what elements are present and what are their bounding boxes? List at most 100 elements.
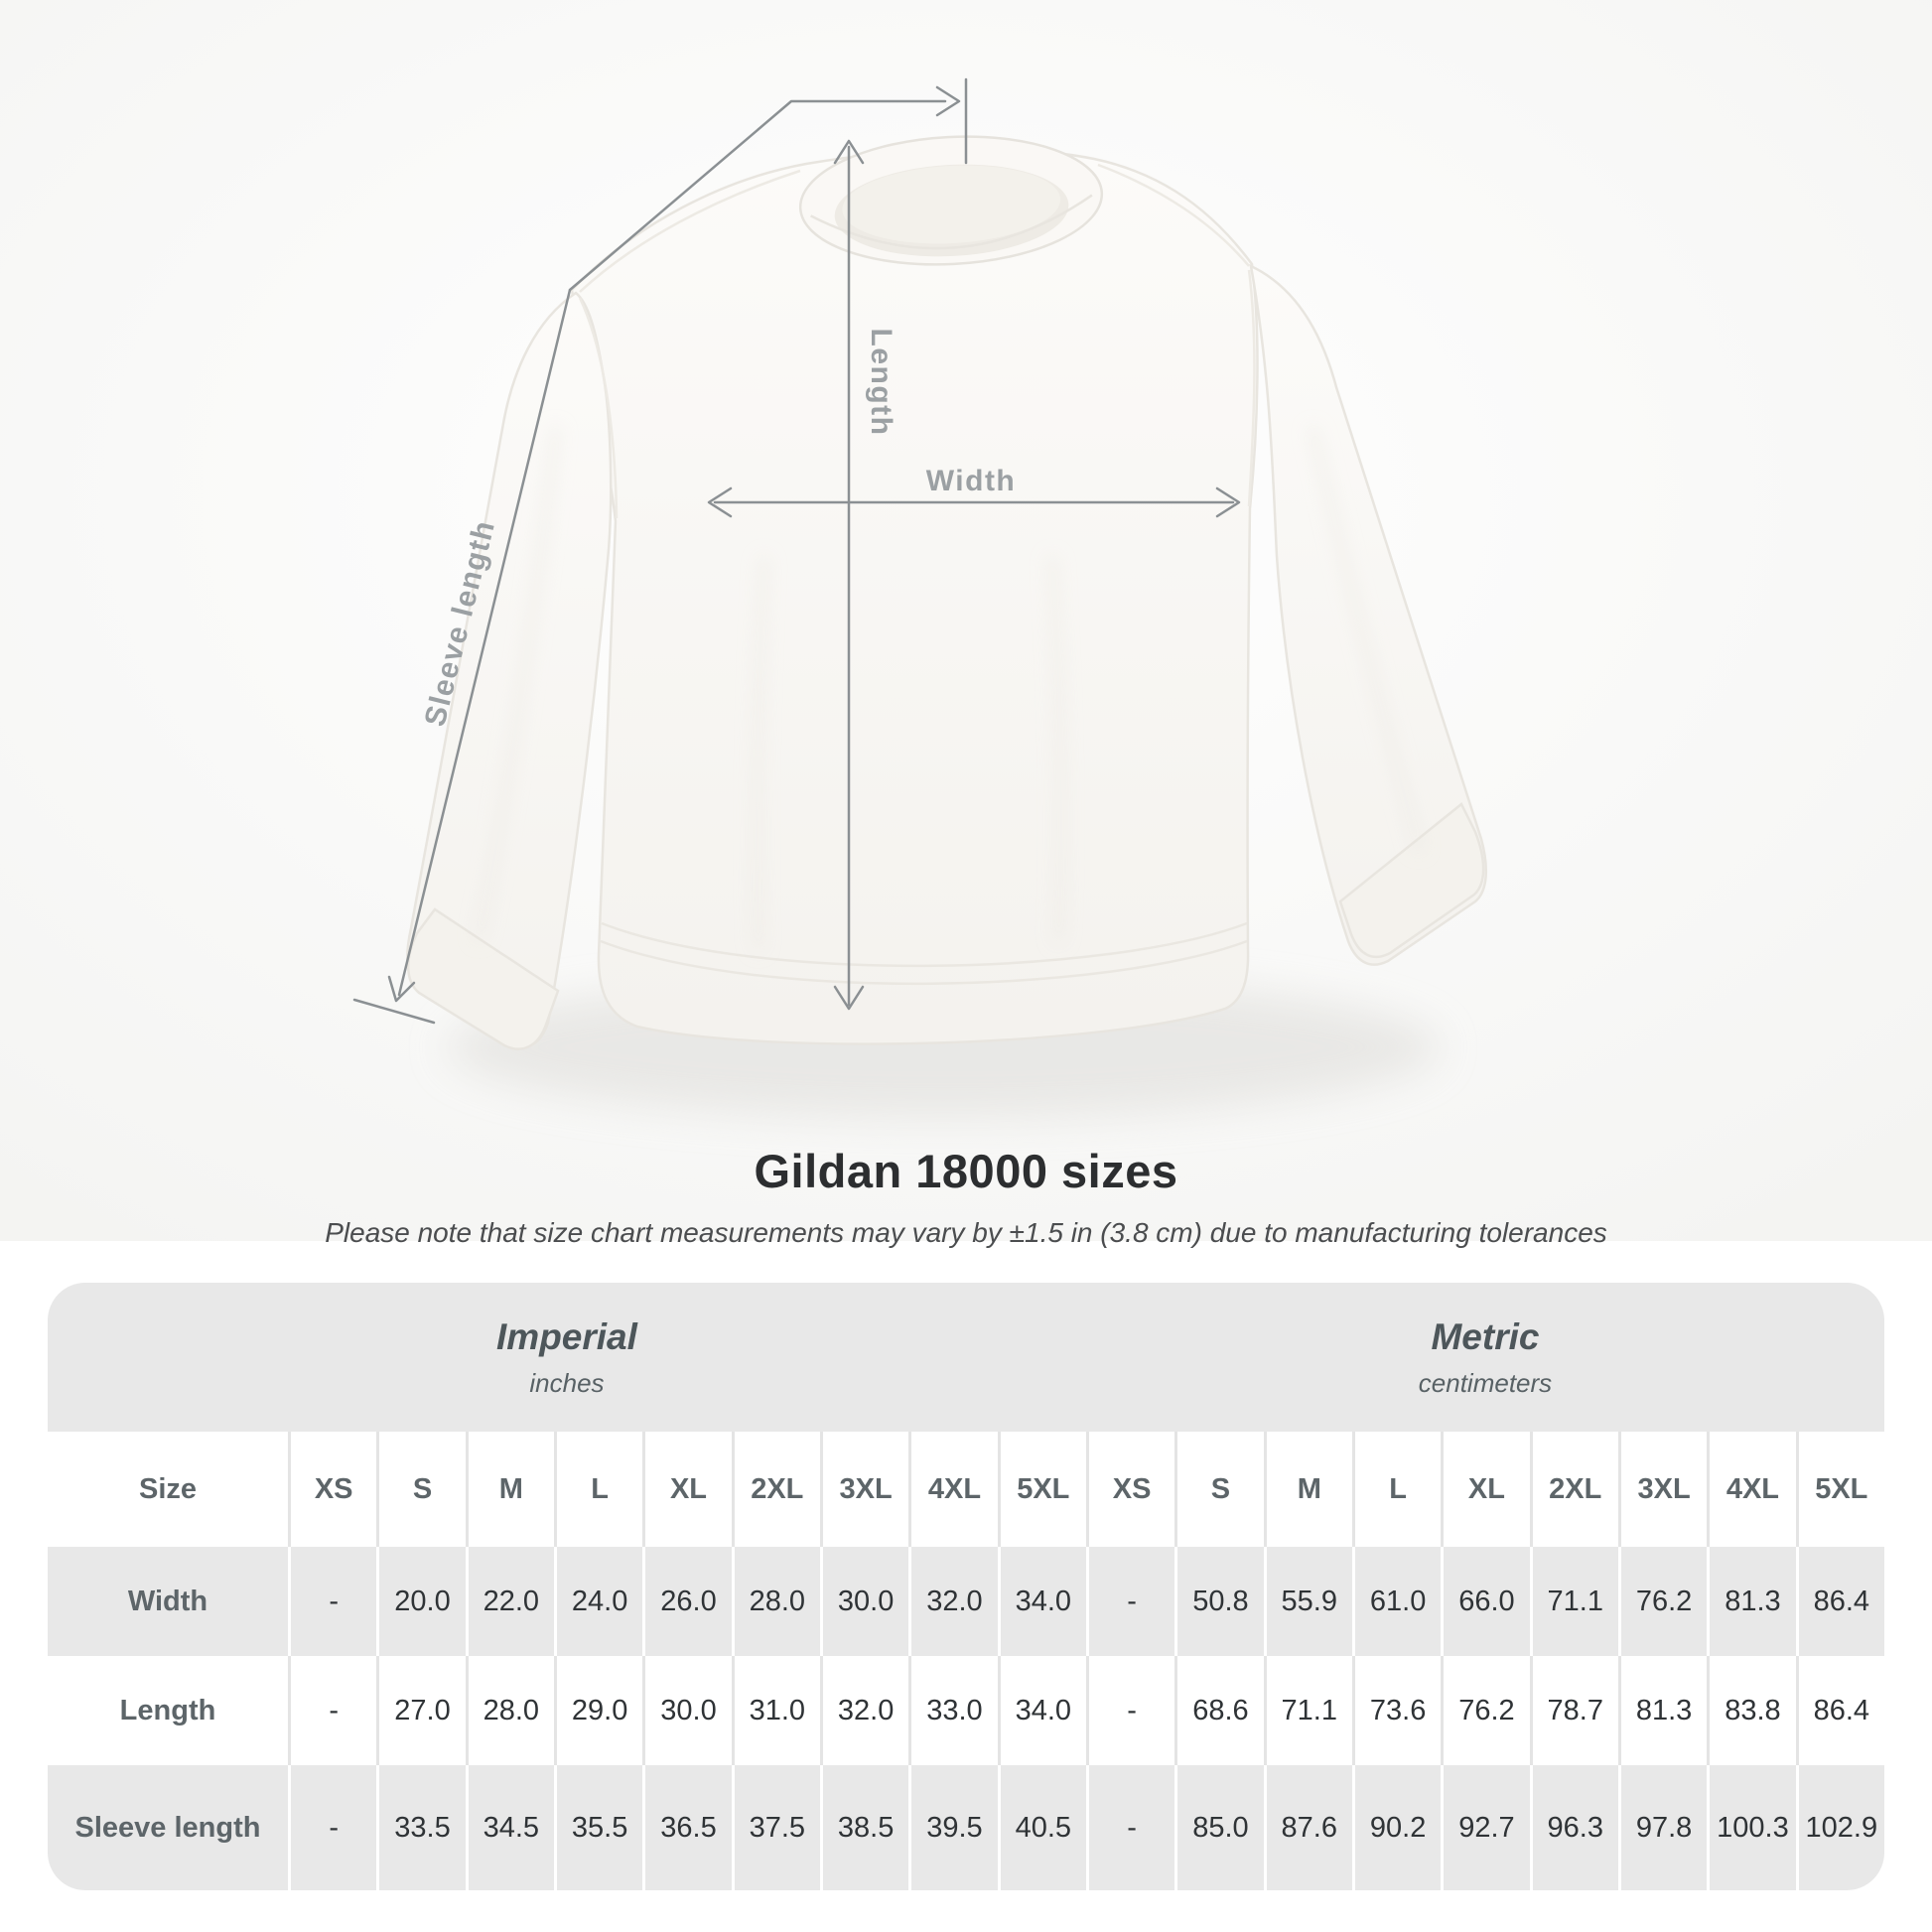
width-imperial-cell: 22.0 — [465, 1547, 554, 1656]
unit-group-row: Imperial inches Metric centimeters — [48, 1283, 1884, 1432]
size-header-row: Size XS S M L XL 2XL 3XL 4XL 5XL XS S M … — [48, 1432, 1884, 1547]
length-label: Length — [865, 329, 897, 437]
sleeve-imperial-cell: 39.5 — [908, 1765, 998, 1890]
length-arrowhead-up — [833, 139, 865, 165]
metric-unit: centimeters — [1418, 1367, 1553, 1398]
size-col-header: M — [1263, 1432, 1352, 1547]
sleeve-imperial-cell: 38.5 — [819, 1765, 909, 1890]
width-metric-cell: 71.1 — [1529, 1547, 1618, 1656]
width-metric-cell: - — [1085, 1547, 1175, 1656]
width-metric-cell: 86.4 — [1795, 1547, 1884, 1656]
right-shoulder-seam — [1097, 163, 1250, 267]
sleeve-metric-cell: 102.9 — [1795, 1765, 1884, 1890]
length-metric-cell: 76.2 — [1441, 1656, 1530, 1765]
metric-group-header: Metric centimeters — [1085, 1283, 1884, 1432]
metric-label: Metric — [1431, 1315, 1540, 1357]
size-col-header: 3XL — [819, 1432, 909, 1547]
length-imperial-cell: 29.0 — [553, 1656, 643, 1765]
size-col-header: XS — [288, 1432, 377, 1547]
length-metric-cell: - — [1085, 1656, 1175, 1765]
sleeve-imperial-cell: 33.5 — [376, 1765, 466, 1890]
measurement-annotations — [352, 77, 1241, 1025]
collar — [798, 135, 1104, 266]
sleeve-tick — [352, 998, 436, 1025]
sweatshirt-right-sleeve — [1249, 263, 1487, 966]
size-col-header: 5XL — [997, 1432, 1086, 1547]
width-imperial-cell: 34.0 — [997, 1547, 1086, 1656]
length-imperial-cell: 27.0 — [376, 1656, 466, 1765]
waistband-seam — [601, 921, 1248, 968]
sleeve-metric-cell: 96.3 — [1529, 1765, 1618, 1890]
imperial-unit: inches — [529, 1367, 605, 1398]
width-row: Width - 20.0 22.0 24.0 26.0 28.0 30.0 32… — [48, 1547, 1884, 1656]
size-col-header: 3XL — [1617, 1432, 1708, 1547]
width-metric-cell: 81.3 — [1707, 1547, 1796, 1656]
size-table: Imperial inches Metric centimeters Size … — [48, 1283, 1884, 1890]
length-imperial-cell: 34.0 — [997, 1656, 1086, 1765]
length-metric-cell: 73.6 — [1351, 1656, 1442, 1765]
sleeve-imperial-cell: 37.5 — [731, 1765, 820, 1890]
width-metric-cell: 50.8 — [1174, 1547, 1264, 1656]
width-metric-cell: 61.0 — [1351, 1547, 1442, 1656]
length-metric-cell: 71.1 — [1263, 1656, 1352, 1765]
row-label-length: Length — [48, 1656, 288, 1765]
size-col-header: XL — [1441, 1432, 1530, 1547]
shoulder-leader-line — [568, 99, 947, 292]
sleeve-metric-cell: 90.2 — [1351, 1765, 1442, 1890]
size-col-header: 4XL — [1707, 1432, 1796, 1547]
length-row: Length - 27.0 28.0 29.0 30.0 31.0 32.0 3… — [48, 1656, 1884, 1765]
width-imperial-cell: 30.0 — [819, 1547, 909, 1656]
sleeve-imperial-cell: 35.5 — [553, 1765, 643, 1890]
size-col-header: XS — [1085, 1432, 1175, 1547]
length-metric-cell: 68.6 — [1174, 1656, 1264, 1765]
size-col-header: S — [376, 1432, 466, 1547]
left-shoulder-seam — [579, 169, 801, 293]
length-imperial-cell: 33.0 — [908, 1656, 998, 1765]
width-imperial-cell: 24.0 — [553, 1547, 643, 1656]
sleeve-imperial-cell: - — [288, 1765, 377, 1890]
sleeve-imperial-cell: 40.5 — [997, 1765, 1086, 1890]
size-col-header: 2XL — [1529, 1432, 1618, 1547]
row-label-width: Width — [48, 1547, 288, 1656]
size-col-header: L — [1351, 1432, 1442, 1547]
width-label: Width — [926, 465, 1017, 497]
sleeve-metric-cell: 92.7 — [1441, 1765, 1530, 1890]
size-col-header: 2XL — [731, 1432, 820, 1547]
sleeve-length-row: Sleeve length - 33.5 34.5 35.5 36.5 37.5… — [48, 1765, 1884, 1890]
width-arrowhead-right — [1215, 486, 1241, 518]
width-imperial-cell: - — [288, 1547, 377, 1656]
row-label-sleeve-length: Sleeve length — [48, 1765, 288, 1890]
size-col-header: 4XL — [908, 1432, 998, 1547]
sweatshirt-illustration — [406, 135, 1487, 1050]
fabric-folds — [475, 426, 1424, 952]
length-imperial-cell: 30.0 — [642, 1656, 732, 1765]
waistband-seam-2 — [600, 939, 1248, 986]
imperial-group-header: Imperial inches — [48, 1283, 1086, 1432]
sleeve-metric-cell: - — [1085, 1765, 1175, 1890]
width-imperial-cell: 26.0 — [642, 1547, 732, 1656]
length-metric-cell: 81.3 — [1617, 1656, 1708, 1765]
length-arrowhead-down — [833, 985, 865, 1011]
sleeve-metric-cell: 97.8 — [1617, 1765, 1708, 1890]
size-col-header: M — [465, 1432, 554, 1547]
size-col-header: L — [553, 1432, 643, 1547]
length-imperial-cell: - — [288, 1656, 377, 1765]
size-col-header: XL — [642, 1432, 732, 1547]
sleeve-imperial-cell: 34.5 — [465, 1765, 554, 1890]
size-note: Please note that size chart measurements… — [325, 1217, 1607, 1248]
width-arrowhead-left — [707, 486, 733, 518]
sweatshirt-body — [570, 147, 1259, 1045]
sleeve-metric-cell: 100.3 — [1707, 1765, 1796, 1890]
width-imperial-cell: 28.0 — [731, 1547, 820, 1656]
right-cuff — [1338, 802, 1485, 959]
width-metric-cell: 66.0 — [1441, 1547, 1530, 1656]
length-imperial-cell: 31.0 — [731, 1656, 820, 1765]
leader-arrowhead-right — [935, 85, 961, 117]
page-title: Gildan 18000 sizes — [754, 1145, 1178, 1197]
size-col-header: 5XL — [1795, 1432, 1884, 1547]
imperial-label: Imperial — [496, 1315, 637, 1357]
left-armhole-seam — [578, 297, 619, 519]
length-metric-cell: 78.7 — [1529, 1656, 1618, 1765]
width-metric-cell: 55.9 — [1263, 1547, 1352, 1656]
